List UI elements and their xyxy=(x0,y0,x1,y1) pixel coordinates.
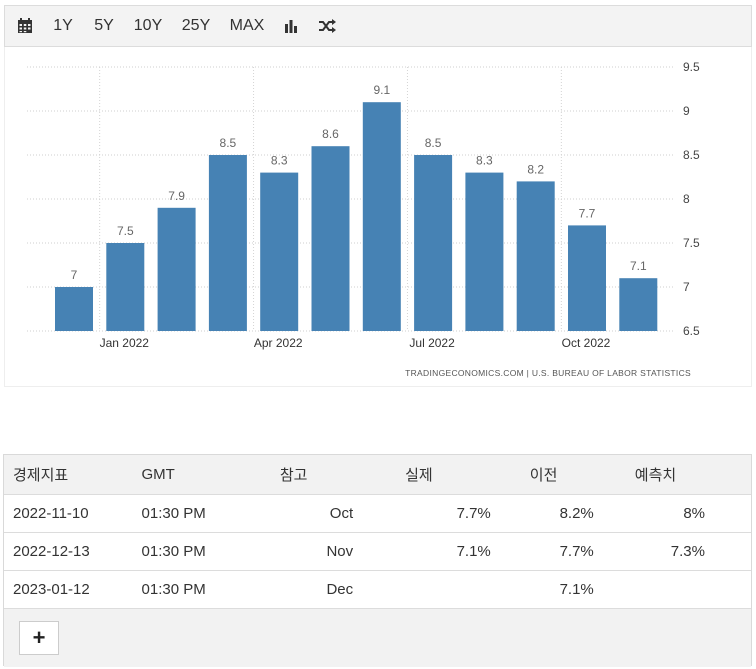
bar-data-label: 7.5 xyxy=(117,224,134,238)
chart-area: 6.5 7 7.5 8 8.5 9 9.5 7 7.5 7.9 8.5 8.3 8.6 9.1 8.5 8.3… xyxy=(4,47,752,387)
y-tick-label: 7 xyxy=(683,280,690,294)
bar-data-label: 7 xyxy=(71,268,78,282)
header-actual: 실제 xyxy=(405,466,433,484)
y-tick-label: 7.5 xyxy=(683,236,700,250)
calendar-table: 경제지표 GMT 참고 실제 이전 예측치 2022-11-10 01:30 P… xyxy=(4,455,751,608)
cell-forecast: 7.3% xyxy=(670,542,705,560)
bar xyxy=(516,181,555,331)
cell-reference: Dec xyxy=(326,580,354,598)
cell-date: 2022-12-13 xyxy=(13,542,90,560)
cell-previous: 7.7% xyxy=(559,542,594,560)
header-gmt: GMT xyxy=(141,465,175,483)
bar-data-label: 8.3 xyxy=(271,154,288,168)
cell-actual: 7.7% xyxy=(456,504,491,522)
table-header-row: 경제지표 GMT 참고 실제 이전 예측치 xyxy=(4,455,751,494)
cell-date: 2022-11-10 xyxy=(13,504,89,522)
bar xyxy=(260,172,299,331)
x-tick-label: Jul 2022 xyxy=(409,336,455,350)
bar xyxy=(619,278,658,331)
x-tick-label: Apr 2022 xyxy=(254,336,303,350)
table-row: 2023-01-12 01:30 PM Dec 7.1% xyxy=(4,570,751,608)
cell-gmt: 01:30 PM xyxy=(141,542,206,560)
cell-forecast xyxy=(595,570,751,608)
y-tick-label: 9.5 xyxy=(683,60,700,74)
cell-reference: Oct xyxy=(329,504,354,522)
cell-previous: 8.2% xyxy=(559,504,594,522)
bar-data-label: 7.7 xyxy=(579,206,596,220)
cell-date: 2023-01-12 xyxy=(13,580,90,598)
expand-plus-button[interactable]: + xyxy=(19,621,59,655)
table-footer: + xyxy=(4,608,751,667)
table-row: 2022-12-13 01:30 PM Nov 7.1% 7.7% 7.3% xyxy=(4,532,751,570)
cell-actual: 7.1% xyxy=(456,542,491,560)
cell-previous: 7.1% xyxy=(559,580,594,598)
cell-forecast: 8% xyxy=(683,504,705,522)
bar-data-label: 9.1 xyxy=(373,83,390,97)
bar-data-label: 8.5 xyxy=(425,136,442,150)
bar xyxy=(414,155,453,331)
bar xyxy=(208,155,247,331)
cell-actual xyxy=(353,570,492,608)
bar xyxy=(362,102,401,331)
shuffle-icon[interactable] xyxy=(309,6,345,46)
bar-data-label: 8.6 xyxy=(322,127,339,141)
cell-reference: Nov xyxy=(326,542,354,560)
range-max-button[interactable]: MAX xyxy=(229,17,265,34)
range-25y-button[interactable]: 25Y xyxy=(181,17,211,34)
bar xyxy=(106,243,145,331)
bar-data-label: 8.2 xyxy=(527,162,544,176)
cell-gmt: 01:30 PM xyxy=(141,504,206,522)
bar-data-label: 8.5 xyxy=(220,136,237,150)
chart-toolbar: 1Y 5Y 10Y 25Y MAX xyxy=(4,5,752,47)
range-5y-button[interactable]: 5Y xyxy=(94,17,114,34)
calendar-icon[interactable] xyxy=(7,6,43,46)
x-tick-label: Oct 2022 xyxy=(562,336,611,350)
bar-chart: 6.5 7 7.5 8 8.5 9 9.5 7 7.5 7.9 8.5 8.3 8.6 9.1 8.5 8.3… xyxy=(27,60,700,378)
y-tick-label: 6.5 xyxy=(683,324,700,338)
table-row: 2022-11-10 01:30 PM Oct 7.7% 8.2% 8% xyxy=(4,494,751,532)
source-label: TRADINGECONOMICS.COM | U.S. BUREAU OF LA… xyxy=(405,368,691,378)
bar xyxy=(465,172,504,331)
header-forecast: 예측치 xyxy=(634,466,677,484)
header-indicator: 경제지표 xyxy=(13,466,69,484)
y-tick-label: 9 xyxy=(683,104,690,118)
bar xyxy=(55,287,93,331)
y-tick-label: 8 xyxy=(683,192,690,206)
bar-data-label: 7.1 xyxy=(630,259,647,273)
bar-data-label: 7.9 xyxy=(168,189,185,203)
y-tick-label: 8.5 xyxy=(683,148,700,162)
x-tick-label: Jan 2022 xyxy=(100,336,150,350)
range-10y-button[interactable]: 10Y xyxy=(133,17,163,34)
range-1y-button[interactable]: 1Y xyxy=(53,17,73,34)
bar-data-label: 8.3 xyxy=(476,154,493,168)
cell-gmt: 01:30 PM xyxy=(141,580,206,598)
bar xyxy=(311,146,350,331)
calendar-table-box: 경제지표 GMT 참고 실제 이전 예측치 2022-11-10 01:30 P… xyxy=(3,454,752,667)
header-previous: 이전 xyxy=(529,466,558,484)
header-reference: 참고 xyxy=(279,466,308,484)
bar xyxy=(157,207,196,331)
bar-chart-icon[interactable] xyxy=(273,6,309,46)
bar xyxy=(568,225,606,331)
